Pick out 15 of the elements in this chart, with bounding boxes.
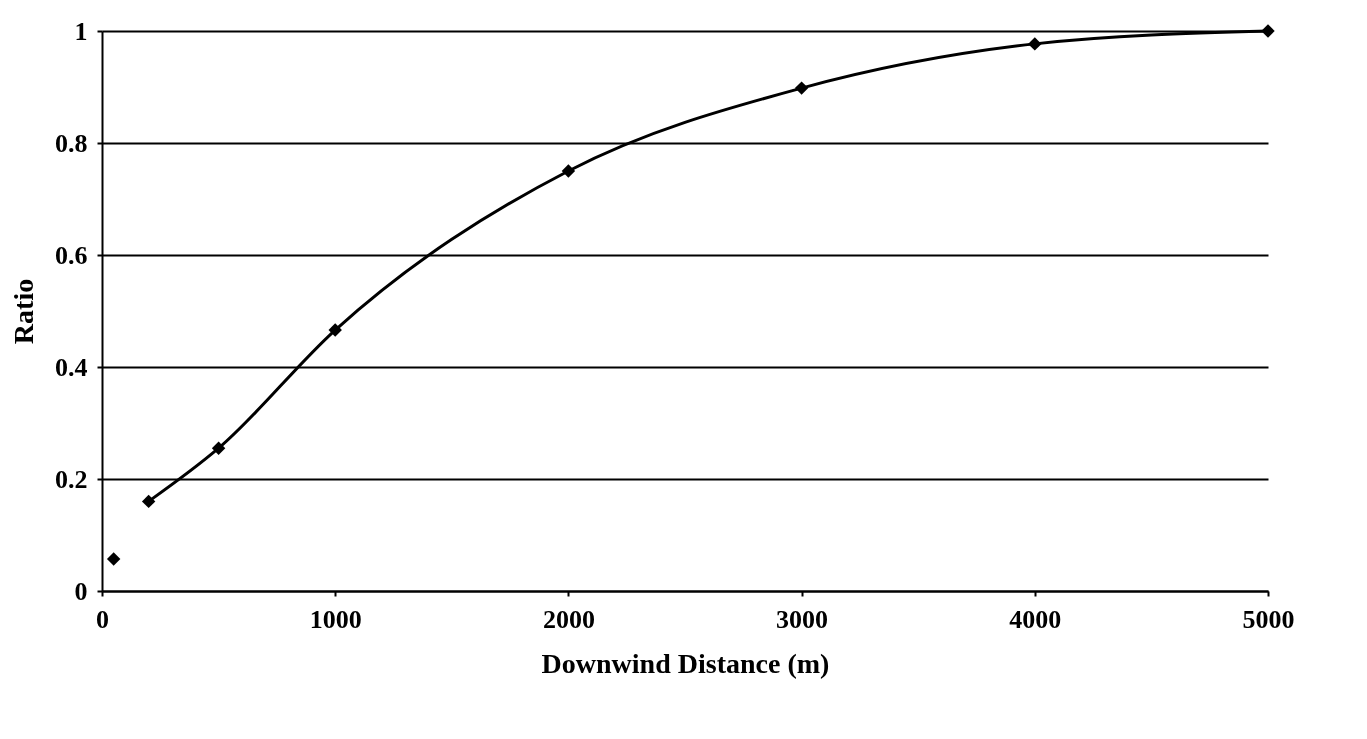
- point: [106, 552, 121, 566]
- y-tick-label: 0.6: [55, 240, 88, 270]
- y-tick-label: 0.2: [55, 464, 88, 494]
- y-tick-label: 0: [74, 576, 88, 606]
- x-axis-title: Downwind Distance (m): [541, 647, 830, 679]
- x-tick-label: 4000: [1009, 604, 1062, 634]
- y-tick-label: 0.4: [55, 352, 88, 382]
- x-tick-label: 3000: [776, 604, 829, 634]
- y-axis-title: Ratio: [8, 278, 39, 345]
- x-tick-label: 0: [96, 604, 109, 634]
- y-tick-label: 1: [74, 16, 88, 46]
- x-tick-label: 1000: [309, 604, 362, 634]
- x-tick-label: 2000: [542, 604, 595, 634]
- y-tick-label: 0.8: [55, 128, 88, 158]
- x-tick-label: 5000: [1242, 604, 1295, 634]
